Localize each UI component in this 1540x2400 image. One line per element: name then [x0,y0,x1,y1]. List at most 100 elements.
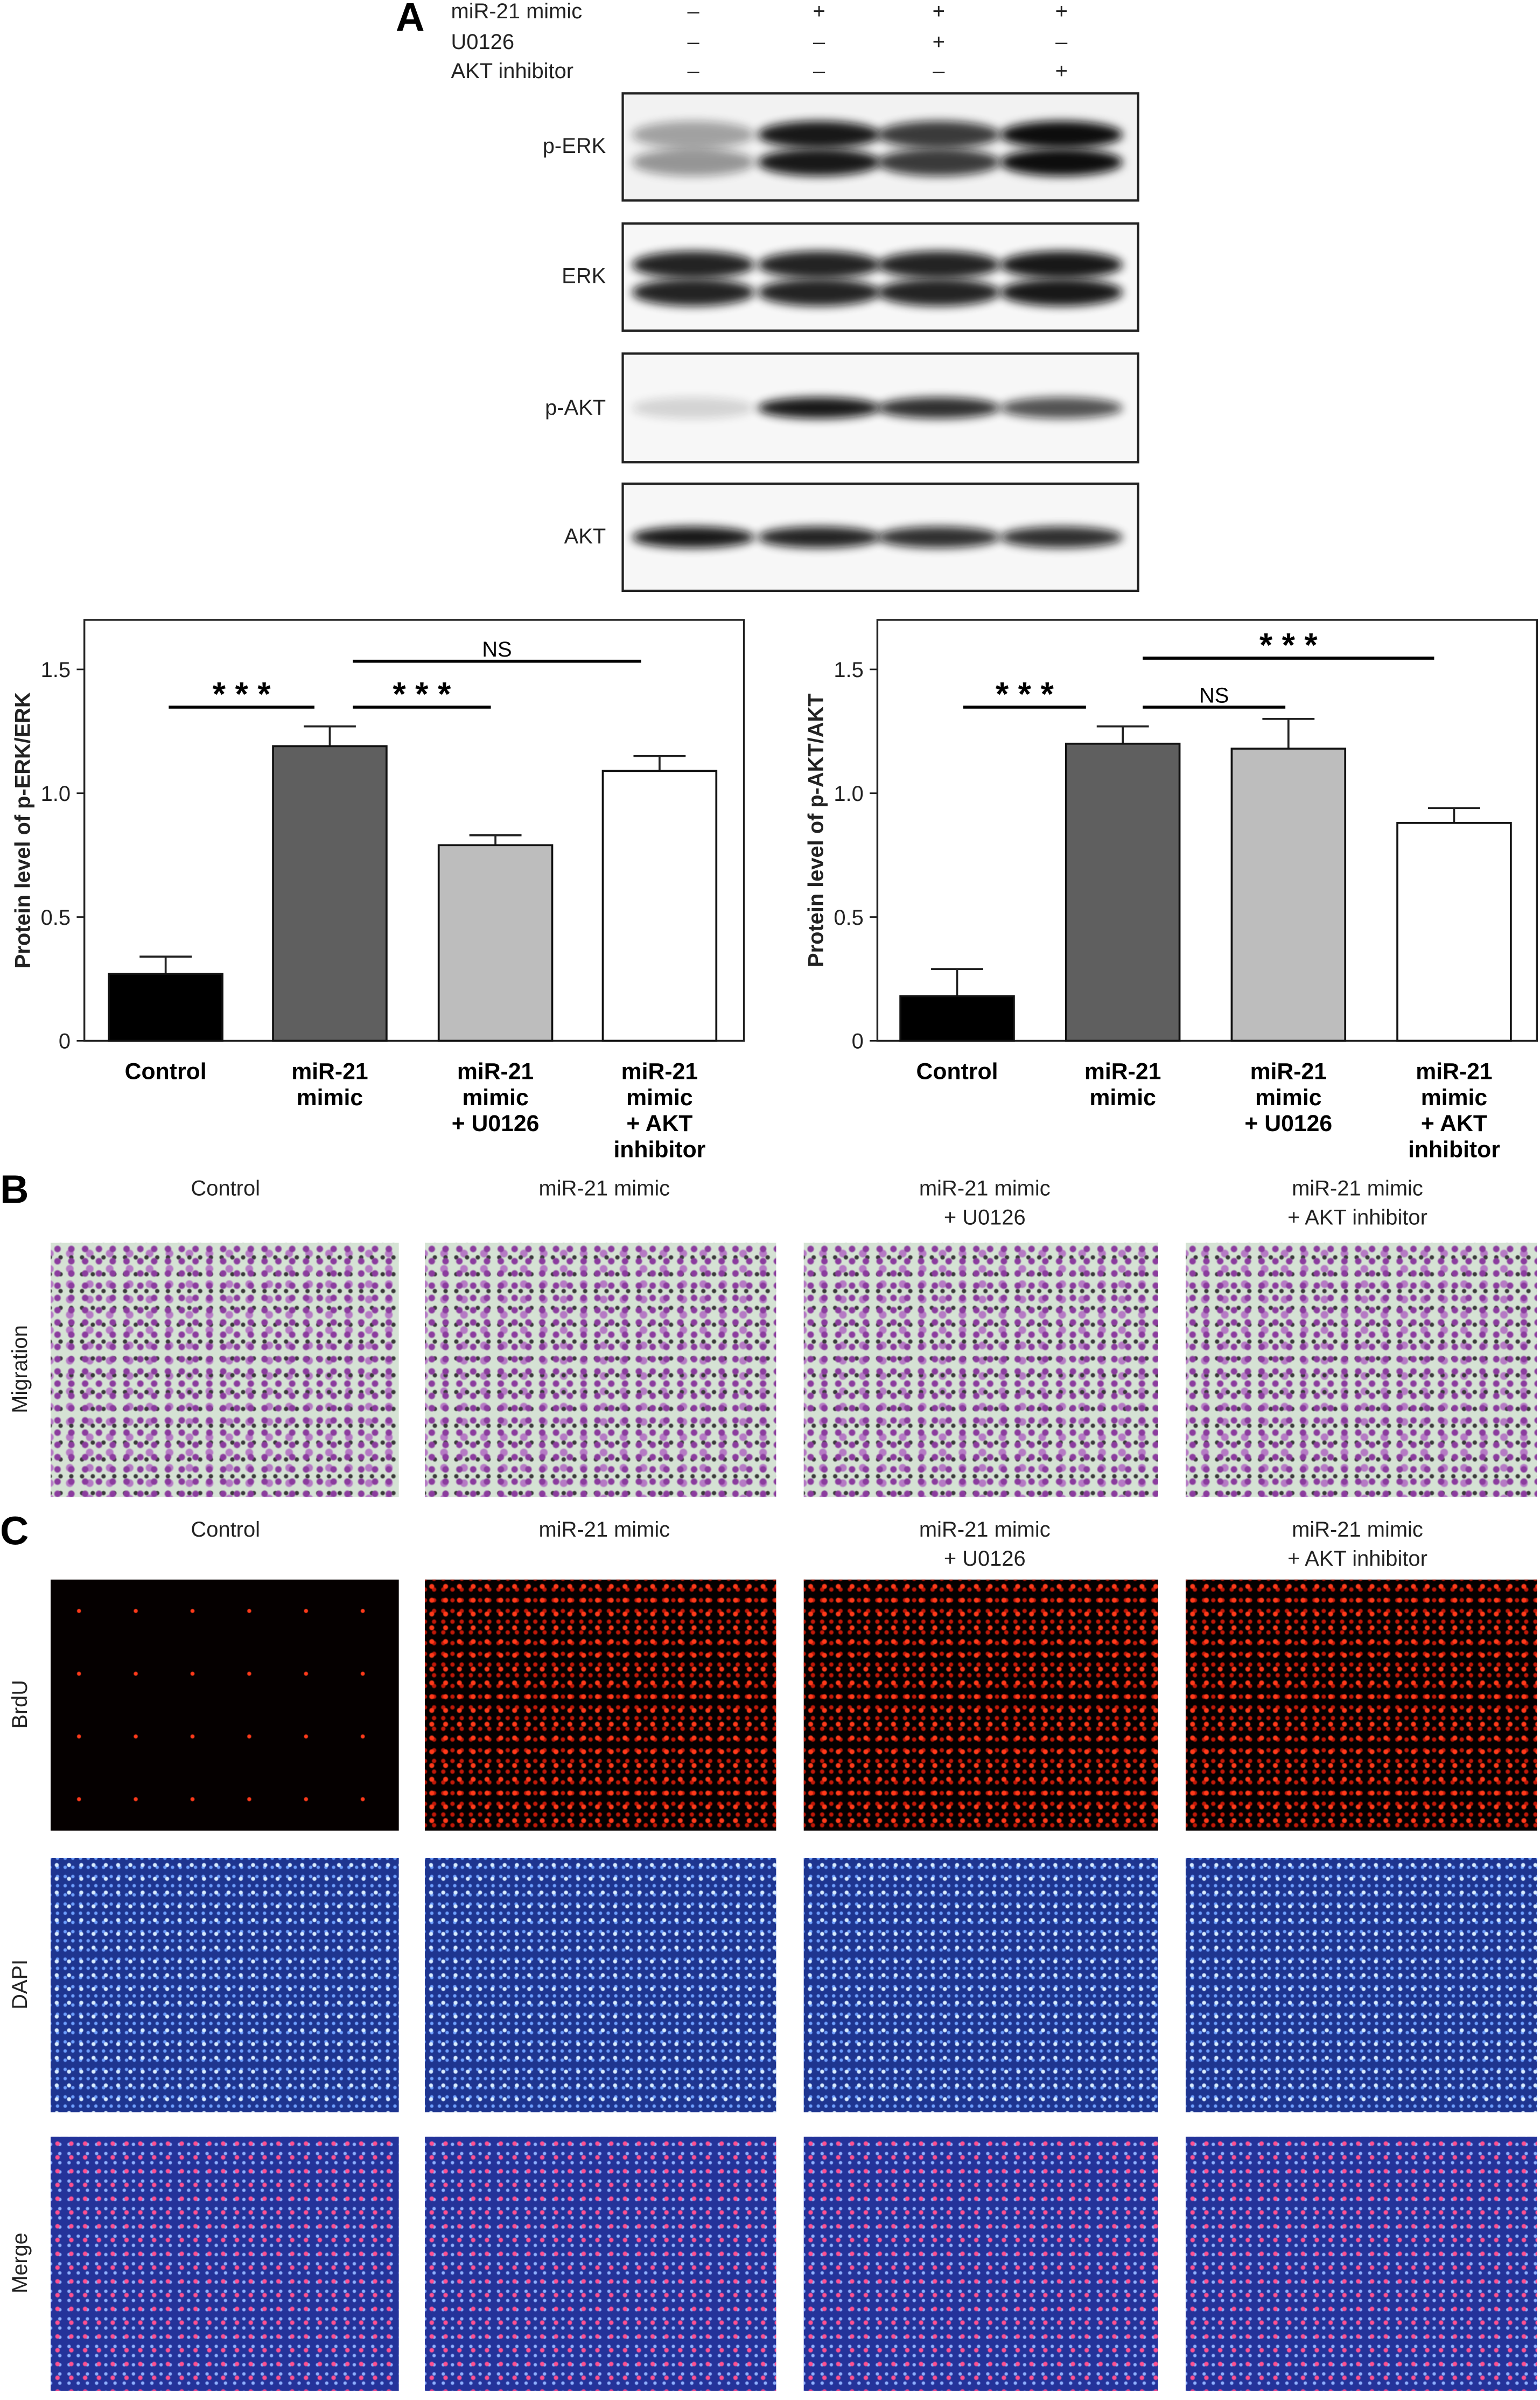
column-label: miR-21 mimic + AKT inhibitor [1287,1517,1427,1571]
bar [601,770,718,1042]
protein-label: AKT [564,523,606,548]
x-tick-label: miR-21 mimic + AKT inhibitor [613,1059,706,1163]
protein-label: p-ERK [542,133,606,158]
treatment-label: miR-21 mimic [451,0,583,23]
panel-label: A [395,0,425,40]
blot-band [877,251,1000,279]
y-tick-label: 1.5 [834,658,863,682]
blot-band [758,121,881,149]
significance-label: * * * [393,675,451,713]
blot-band [1000,397,1123,419]
micrograph [803,1858,1158,2112]
panel-label: C [0,1508,29,1554]
blot-band [758,148,881,176]
bar [1065,742,1181,1042]
micrograph [803,1243,1158,1497]
y-tick-label: 1.5 [41,658,71,682]
x-tick-label: Control [124,1059,207,1085]
y-tick-label: 1.0 [41,782,71,806]
significance-label: * * * [1259,626,1318,664]
blot-band [1000,278,1123,306]
treatment-sign: + [1055,0,1068,23]
column-label: miR-21 mimic [538,1517,670,1541]
column-label: miR-21 mimic + AKT inhibitor [1287,1175,1427,1229]
blot-band [877,526,1000,548]
bar [1396,822,1512,1042]
row-label: Migration [6,1325,32,1413]
y-tick-label: 1.0 [834,782,863,806]
bar [437,844,554,1042]
treatment-sign: + [932,0,946,23]
treatment-sign: – [687,0,699,23]
column-label: miR-21 mimic + U0126 [919,1175,1051,1229]
significance-label: NS [482,638,512,661]
micrograph [425,2137,776,2391]
panel-label: B [0,1166,29,1212]
treatment-sign: – [813,58,825,83]
row-label: BrdU [6,1680,32,1729]
treatment-sign: – [687,58,699,83]
micrograph [1185,1858,1537,2112]
x-tick-label: miR-21 mimic [291,1059,368,1112]
blot-band [632,278,755,306]
treatment-sign: – [1055,28,1068,53]
x-tick-label: miR-21 mimic + U0126 [451,1059,540,1138]
x-tick-label: Control [916,1059,998,1085]
micrograph [425,1243,776,1497]
micrograph [803,1579,1158,1831]
protein-label: ERK [562,263,606,288]
x-tick-label: miR-21 mimic [1084,1059,1161,1112]
micrograph [51,1579,399,1831]
y-axis-label: Protein level of p-ERK/ERK [10,691,35,968]
micrograph [1185,2137,1537,2391]
x-tick-label: miR-21 mimic + U0126 [1244,1059,1333,1138]
blot-band [1000,251,1123,279]
significance-label: NS [1199,683,1229,707]
blot-band [758,251,881,279]
y-tick-label: 0.5 [834,906,863,930]
bar [108,973,223,1042]
blot-band [1000,148,1123,176]
bar [1230,748,1347,1042]
micrograph [51,1243,399,1497]
column-label: miR-21 mimic + U0126 [919,1517,1051,1571]
y-tick-label: 0 [59,1030,71,1054]
treatment-sign: + [813,0,825,23]
blot-band [758,526,881,548]
bar [899,995,1015,1042]
y-tick-label: 0 [852,1030,864,1054]
protein-label: p-AKT [545,394,606,419]
y-axis-label: Protein level of p-AKT/AKT [803,693,828,967]
micrograph [803,2137,1158,2391]
blot-band [632,148,755,176]
treatment-sign: + [1055,58,1068,83]
blot-band [758,278,881,306]
bar [272,745,388,1042]
blot-band [877,148,1000,176]
blot-band [632,121,755,149]
treatment-label: U0126 [451,28,515,53]
micrograph [1185,1579,1537,1831]
micrograph [51,1858,399,2112]
row-label: DAPI [6,1959,32,2010]
plot-frame [83,619,745,1042]
treatment-sign: – [687,28,699,53]
blot-band [1000,121,1123,149]
column-label: miR-21 mimic [538,1175,670,1200]
column-label: Control [191,1517,261,1541]
treatment-label: AKT inhibitor [451,58,574,83]
blot-band [877,278,1000,306]
blot-band [877,121,1000,149]
micrograph [51,2137,399,2391]
significance-label: * * * [996,675,1054,713]
blot-band [758,397,881,419]
x-tick-label: miR-21 mimic + AKT inhibitor [1408,1059,1500,1163]
y-tick-label: 0.5 [41,906,71,930]
blot-band [877,397,1000,419]
significance-label: * * * [213,675,271,713]
micrograph [425,1858,776,2112]
treatment-sign: – [813,28,825,53]
micrograph [425,1579,776,1831]
